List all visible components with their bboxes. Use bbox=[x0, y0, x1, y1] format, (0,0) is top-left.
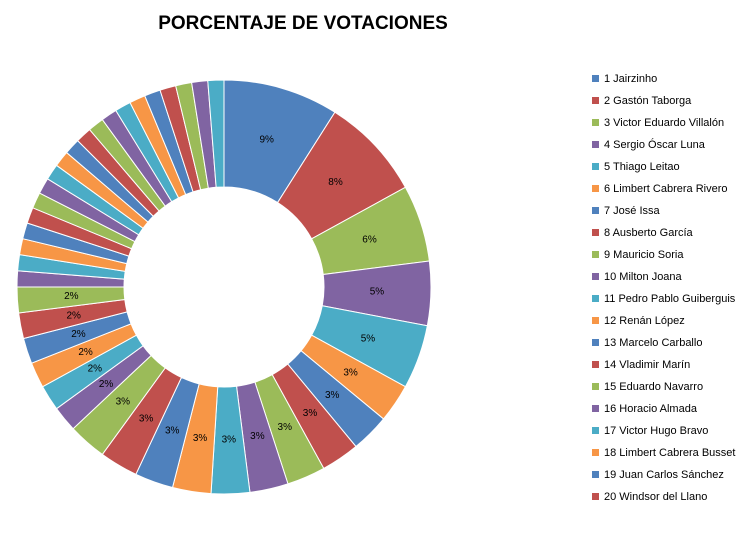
data-label: 2% bbox=[64, 291, 79, 302]
legend-marker bbox=[592, 317, 599, 324]
legend-label: 19 Juan Carlos Sánchez bbox=[604, 469, 724, 481]
legend-label: 10 Milton Joana bbox=[604, 271, 683, 283]
legend-marker bbox=[592, 163, 599, 170]
data-label: 2% bbox=[78, 347, 93, 358]
donut-slice bbox=[207, 79, 225, 188]
legend-marker bbox=[592, 251, 599, 258]
legend-label: 2 Gastón Taborga bbox=[604, 95, 692, 107]
legend-label: 5 Thiago Leitao bbox=[604, 161, 680, 173]
legend-label: 3 Victor Eduardo Villalón bbox=[604, 117, 724, 129]
data-label: 3% bbox=[250, 431, 265, 442]
legend-marker bbox=[592, 185, 599, 192]
data-label: 2% bbox=[71, 329, 86, 340]
legend-label: 13 Marcelo Carballo bbox=[604, 337, 702, 349]
data-label: 5% bbox=[361, 333, 376, 344]
legend-marker bbox=[592, 295, 599, 302]
data-label: 3% bbox=[165, 426, 180, 437]
legend-marker bbox=[592, 141, 599, 148]
legend-label: 4 Sergio Óscar Luna bbox=[604, 138, 706, 151]
legend-label: 17 Victor Hugo Bravo bbox=[604, 425, 708, 437]
data-label: 3% bbox=[116, 396, 131, 407]
data-label: 3% bbox=[343, 368, 358, 379]
legend-marker bbox=[592, 427, 599, 434]
legend-label: 14 Vladimir Marín bbox=[604, 359, 690, 371]
legend-label: 7 José Issa bbox=[604, 205, 661, 217]
legend-marker bbox=[592, 383, 599, 390]
legend-marker bbox=[592, 361, 599, 368]
data-label: 3% bbox=[278, 422, 293, 433]
legend-marker bbox=[592, 75, 599, 82]
legend-label: 20 Windsor del Llano bbox=[604, 491, 707, 503]
data-label: 2% bbox=[88, 364, 103, 375]
data-label: 5% bbox=[370, 286, 385, 297]
legend-marker bbox=[592, 273, 599, 280]
data-label: 6% bbox=[362, 234, 377, 245]
legend-marker bbox=[592, 449, 599, 456]
legend-label: 6 Limbert Cabrera Rivero bbox=[604, 183, 728, 195]
legend-marker bbox=[592, 493, 599, 500]
legend-label: 12 Renán López bbox=[604, 315, 685, 327]
data-label: 3% bbox=[139, 413, 154, 424]
legend-label: 18 Limbert Cabrera Busset bbox=[604, 447, 735, 459]
legend-label: 9 Mauricio Soria bbox=[604, 249, 684, 261]
data-label: 3% bbox=[303, 408, 318, 419]
legend-label: 11 Pedro Pablo Guiberguis bbox=[604, 293, 736, 305]
data-label: 9% bbox=[259, 135, 274, 146]
legend-label: 1 Jairzinho bbox=[604, 73, 657, 85]
legend-marker bbox=[592, 229, 599, 236]
legend-marker bbox=[592, 207, 599, 214]
legend-marker bbox=[592, 405, 599, 412]
legend-marker bbox=[592, 97, 599, 104]
legend-marker bbox=[592, 471, 599, 478]
chart-title: PORCENTAJE DE VOTACIONES bbox=[158, 13, 448, 34]
data-label: 2% bbox=[66, 310, 81, 321]
legend-label: 16 Horacio Almada bbox=[604, 403, 698, 415]
legend-marker bbox=[592, 119, 599, 126]
data-label: 3% bbox=[325, 390, 340, 401]
data-label: 3% bbox=[193, 433, 208, 444]
data-label: 2% bbox=[99, 379, 114, 390]
legend-label: 8 Ausberto García bbox=[604, 227, 694, 239]
data-label: 8% bbox=[328, 177, 343, 188]
legend-label: 15 Eduardo Navarro bbox=[604, 381, 703, 393]
legend-marker bbox=[592, 339, 599, 346]
data-label: 3% bbox=[222, 435, 237, 446]
